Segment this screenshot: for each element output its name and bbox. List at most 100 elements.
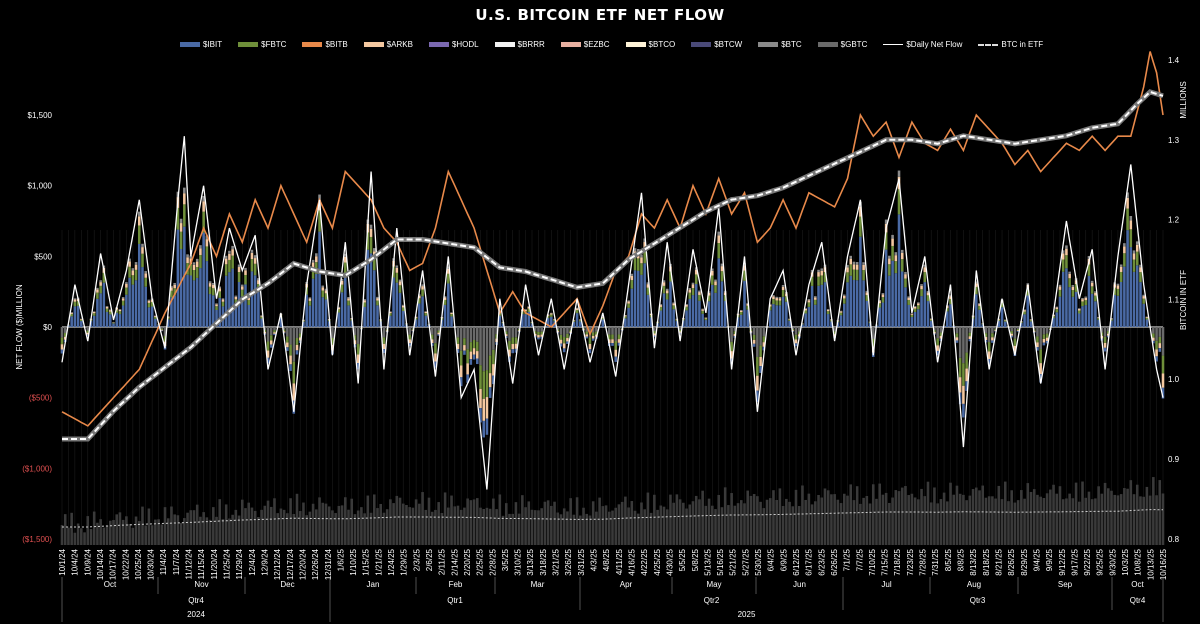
flow-bar: [96, 287, 99, 290]
x-date-label: 2/28/25: [488, 548, 497, 575]
volume-bar: [154, 519, 157, 545]
flow-bar: [881, 302, 885, 327]
flow-bar: [527, 308, 531, 312]
flow-bar: [910, 317, 914, 327]
flow-bar: [994, 329, 997, 331]
volume-bar: [607, 511, 611, 545]
flow-bar: [897, 189, 901, 215]
x-date-label: 2/25/25: [476, 548, 485, 575]
volume-bar: [469, 500, 473, 545]
flow-bar: [955, 340, 959, 343]
flow-bar: [987, 342, 991, 352]
flow-bar: [408, 339, 411, 344]
x-date-label: 5/30/25: [754, 548, 763, 575]
x-date-label: 8/8/25: [957, 548, 966, 571]
flow-bar: [186, 274, 189, 327]
volume-bar: [572, 514, 576, 545]
flow-bar: [788, 320, 791, 327]
volume-bar: [971, 489, 975, 545]
volume-bar: [913, 497, 917, 545]
volume-bar: [112, 519, 115, 545]
flow-bar: [150, 306, 154, 327]
flow-bar: [562, 327, 566, 338]
flow-bar: [807, 300, 811, 303]
flow-bar: [904, 278, 907, 288]
flow-bar: [926, 301, 930, 327]
volume-bar: [685, 508, 688, 545]
x-date-label: 2/14/25: [450, 548, 459, 575]
flow-bar: [640, 274, 643, 327]
flow-bar: [253, 258, 257, 264]
flow-bar: [147, 302, 151, 308]
x-date-label: 8/18/25: [982, 548, 991, 575]
flow-bar: [199, 245, 202, 249]
volume-bar: [237, 515, 241, 545]
y-axis-title: NET FLOW ($)MILLION: [15, 284, 24, 369]
volume-bar: [257, 516, 260, 545]
flow-bar: [63, 333, 67, 337]
legend-item: $BRRR: [494, 40, 545, 49]
flow-bar: [395, 267, 399, 273]
flow-bar: [987, 327, 991, 343]
flow-bar: [756, 356, 759, 376]
flow-bar: [881, 297, 885, 303]
flow-bar: [865, 295, 869, 301]
flow-bar: [711, 275, 714, 285]
flow-bar: [991, 337, 994, 341]
volume-bar: [1029, 491, 1033, 545]
flow-bar: [756, 327, 759, 357]
flow-bar: [759, 366, 762, 373]
flow-bar: [344, 253, 347, 257]
flow-bar: [640, 257, 643, 264]
legend-label: $BRRR: [517, 40, 545, 49]
flow-bar: [862, 269, 865, 281]
volume-bar: [96, 522, 99, 545]
flow-bar: [540, 334, 543, 337]
flow-bar: [1161, 373, 1165, 388]
flow-bar: [852, 269, 856, 280]
volume-bar: [556, 512, 560, 545]
flow-bar: [1026, 295, 1030, 327]
y2-tick-label: 1.0: [1168, 375, 1180, 384]
year-label: 2025: [738, 610, 756, 619]
volume-bar: [1068, 493, 1071, 545]
flow-bar: [1126, 192, 1129, 198]
legend-item: $ARKB: [363, 40, 413, 49]
flow-bar: [495, 334, 498, 339]
flow-bar: [295, 350, 299, 355]
month-label: Dec: [280, 580, 294, 589]
flow-bar: [421, 296, 424, 327]
flow-bar: [630, 273, 634, 276]
volume-bar: [942, 492, 946, 545]
flow-bar: [282, 327, 286, 330]
flow-bar: [894, 273, 898, 327]
flow-bar: [794, 339, 798, 344]
flow-bar: [585, 336, 589, 339]
y-tick-label: ($1,000): [22, 464, 52, 473]
flow-bar: [591, 327, 595, 333]
flow-bar: [1123, 253, 1126, 267]
flow-bar: [826, 314, 830, 327]
x-date-label: 1/24/25: [387, 548, 396, 575]
volume-bar: [1000, 499, 1004, 545]
volume-bar: [984, 497, 988, 545]
volume-bar: [440, 513, 444, 545]
volume-bar: [466, 498, 469, 545]
flow-bar: [1090, 280, 1094, 283]
flow-bar: [92, 311, 96, 312]
volume-bar: [492, 498, 495, 545]
flow-bar: [1029, 319, 1033, 321]
flow-bar: [691, 288, 695, 296]
flow-bar: [633, 270, 637, 327]
flow-bar: [469, 342, 473, 352]
flow-bar: [1036, 327, 1039, 337]
volume-bar: [836, 499, 840, 545]
volume-bar: [759, 501, 762, 545]
volume-bar: [1023, 498, 1026, 545]
flow-bar: [1084, 305, 1088, 327]
flow-bar: [701, 309, 704, 311]
flow-bar: [704, 317, 708, 319]
x-date-label: 7/15/25: [881, 548, 890, 575]
flow-bar: [356, 343, 360, 355]
flow-bar: [878, 300, 881, 302]
